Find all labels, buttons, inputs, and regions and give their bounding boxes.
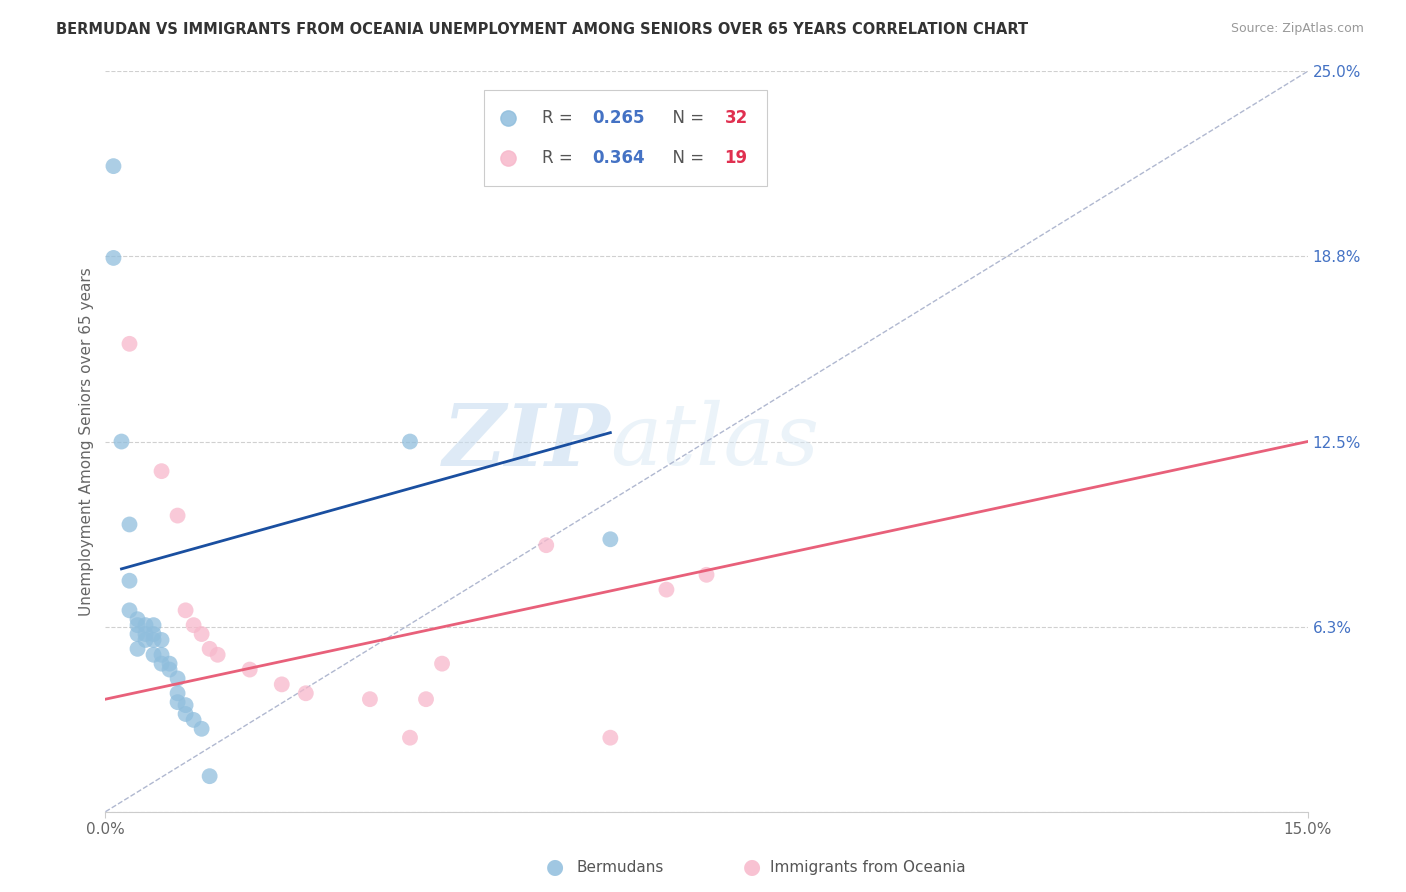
Point [696, 567, 718, 582]
Point [127, 641, 149, 656]
Point [150, 632, 173, 647]
Point [159, 657, 181, 671]
Point [159, 663, 181, 677]
Text: R =: R = [541, 109, 578, 127]
Point [118, 517, 141, 532]
Point [166, 672, 188, 686]
Point [190, 627, 212, 641]
Text: atlas: atlas [610, 401, 820, 483]
Point [135, 627, 157, 641]
Point [127, 618, 149, 632]
Point [430, 657, 453, 671]
Point [103, 251, 125, 265]
Point [190, 722, 212, 736]
Point [295, 686, 318, 700]
Text: 0.364: 0.364 [592, 149, 645, 167]
Point [166, 508, 188, 523]
Point [183, 618, 205, 632]
Text: 0.265: 0.265 [592, 109, 645, 127]
Point [127, 612, 149, 626]
Text: Immigrants from Oceania: Immigrants from Oceania [770, 860, 966, 874]
Point [142, 648, 165, 662]
Point [183, 713, 205, 727]
Point [399, 434, 422, 449]
Point [118, 574, 141, 588]
Point [174, 706, 197, 721]
Point [135, 618, 157, 632]
Point [270, 677, 292, 691]
Point [534, 538, 557, 552]
Point [118, 603, 141, 617]
Text: N =: N = [662, 109, 710, 127]
Point [359, 692, 381, 706]
Point [142, 618, 165, 632]
Point [150, 648, 173, 662]
Point [103, 159, 125, 173]
Text: R =: R = [541, 149, 578, 167]
Point [127, 627, 149, 641]
Text: N =: N = [662, 149, 710, 167]
Text: ZIP: ZIP [443, 400, 610, 483]
Point [174, 698, 197, 712]
FancyBboxPatch shape [484, 90, 766, 186]
Point [207, 648, 229, 662]
Point [150, 657, 173, 671]
Point [239, 663, 262, 677]
Point [415, 692, 437, 706]
Point [198, 769, 221, 783]
Point [118, 336, 141, 351]
Point [655, 582, 678, 597]
Point [174, 603, 197, 617]
Text: 32: 32 [724, 109, 748, 127]
Text: Source: ZipAtlas.com: Source: ZipAtlas.com [1230, 22, 1364, 36]
Text: Bermudans: Bermudans [576, 860, 664, 874]
Point [150, 464, 173, 478]
Point [166, 686, 188, 700]
Y-axis label: Unemployment Among Seniors over 65 years: Unemployment Among Seniors over 65 years [79, 268, 94, 615]
Point [599, 533, 621, 547]
Point [142, 627, 165, 641]
Point [142, 632, 165, 647]
Point [198, 641, 221, 656]
Point [110, 434, 132, 449]
Point [599, 731, 621, 745]
Text: ●: ● [744, 857, 761, 877]
Text: 19: 19 [724, 149, 748, 167]
Point [399, 731, 422, 745]
Text: ●: ● [547, 857, 564, 877]
Point [135, 632, 157, 647]
Text: BERMUDAN VS IMMIGRANTS FROM OCEANIA UNEMPLOYMENT AMONG SENIORS OVER 65 YEARS COR: BERMUDAN VS IMMIGRANTS FROM OCEANIA UNEM… [56, 22, 1028, 37]
Point [166, 695, 188, 709]
